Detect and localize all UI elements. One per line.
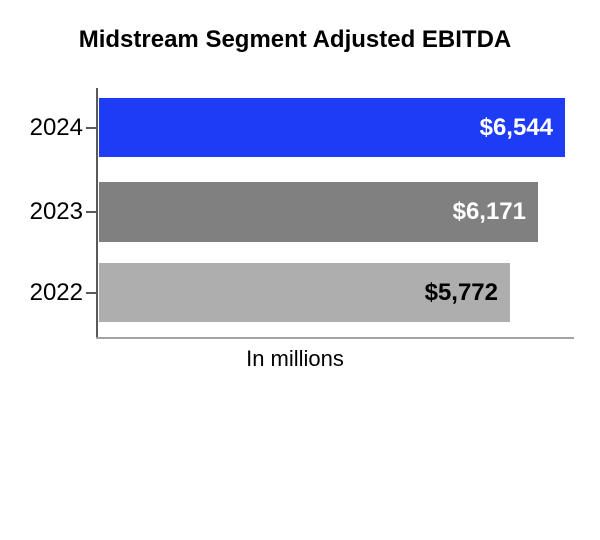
bar-2022: $5,772	[99, 263, 510, 322]
year-tick-label-2024: 2024	[29, 113, 83, 141]
x-axis-line	[96, 337, 574, 339]
bar-2024: $6,544	[99, 98, 565, 157]
plot-area: 2024 $6,544 2023 $6,171 2022 $5,772	[30, 88, 574, 339]
bar-2023: $6,171	[99, 182, 538, 242]
y-axis-line	[96, 88, 98, 337]
bar-row-2024: 2024 $6,544	[30, 98, 574, 157]
bar-value-label-2024: $6,544	[479, 113, 553, 141]
year-tick-label-2023: 2023	[29, 198, 83, 225]
axis-tick	[86, 126, 96, 129]
bar-value-label-2022: $5,772	[424, 278, 498, 306]
bar-row-2022: 2022 $5,772	[30, 263, 574, 322]
year-tick-label-2022: 2022	[29, 278, 83, 306]
chart-title: Midstream Segment Adjusted EBITDA	[78, 26, 512, 53]
axis-tick	[86, 211, 96, 213]
axis-tick	[86, 291, 96, 294]
bar-row-2023: 2023 $6,171	[30, 182, 574, 242]
bar-value-label-2023: $6,171	[452, 198, 526, 225]
axis-caption: In millions	[246, 346, 344, 371]
